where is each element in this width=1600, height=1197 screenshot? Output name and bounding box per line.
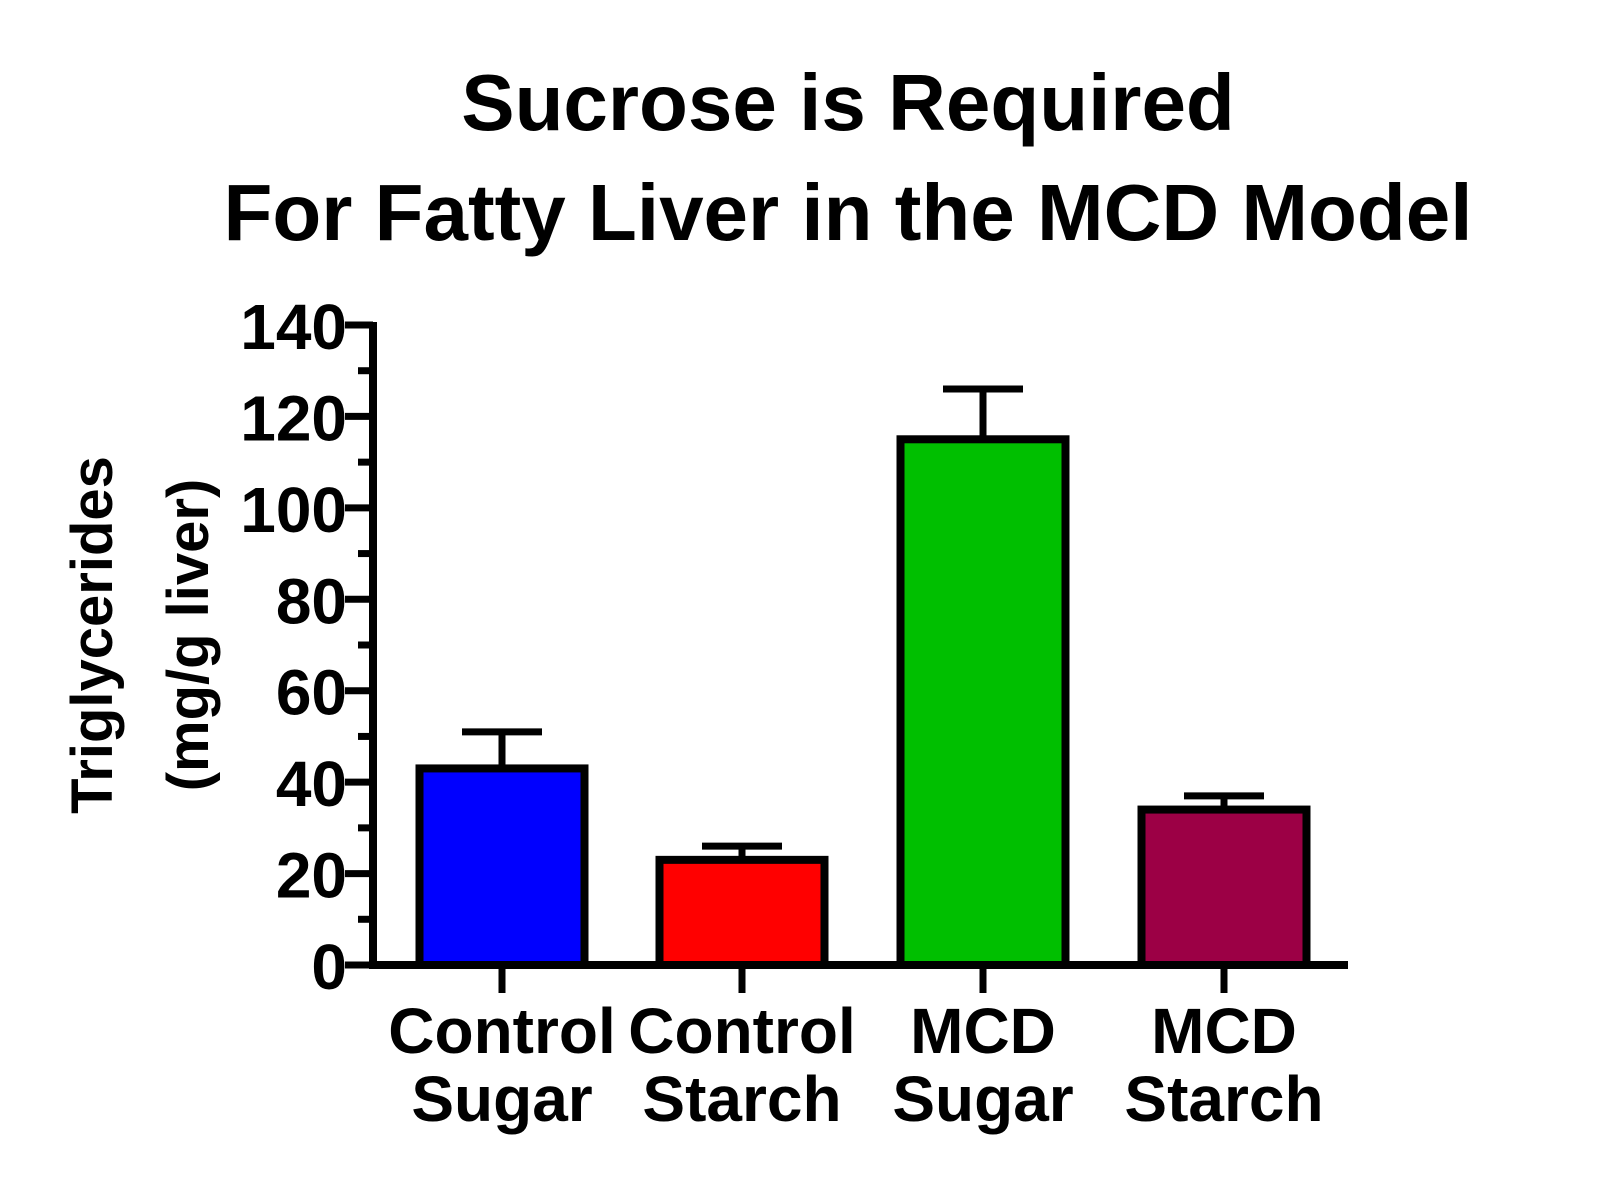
x-category-label-3-line-1: Starch (1124, 1063, 1323, 1135)
y-tick-label-80: 80 (276, 565, 347, 637)
y-tick-label-20: 20 (276, 840, 347, 912)
y-axis-label-line-1: Triglycerides (60, 456, 125, 814)
bar-1 (655, 855, 829, 969)
y-tick-label-60: 60 (276, 657, 347, 729)
x-category-label-0-line-1: Sugar (411, 1063, 592, 1135)
y-tick-label-0: 0 (311, 931, 347, 1003)
x-category-label-0-line-0: Control (388, 995, 616, 1067)
chart-title-line-2: For Fatty Liver in the MCD Model (224, 168, 1473, 257)
y-tick-label-120: 120 (240, 382, 347, 454)
x-category-label-2-line-1: Sugar (892, 1063, 1073, 1135)
bar-0 (415, 764, 589, 970)
x-category-label-2-line-0: MCD (910, 995, 1056, 1067)
y-tick-label-100: 100 (240, 474, 347, 546)
x-category-label-1-line-0: Control (628, 995, 856, 1067)
x-category-label-1-line-1: Starch (642, 1063, 841, 1135)
bar-3 (1137, 805, 1311, 969)
y-tick-label-140: 140 (240, 291, 347, 363)
bar-2 (896, 435, 1070, 969)
plot-area: 020406080100120140ControlSugarControlSta… (240, 291, 1348, 1135)
y-tick-label-40: 40 (276, 748, 347, 820)
chart-title-line-1: Sucrose is Required (461, 58, 1235, 147)
y-axis-label-line-2: (mg/g liver) (156, 479, 221, 792)
x-category-label-3-line-0: MCD (1151, 995, 1297, 1067)
